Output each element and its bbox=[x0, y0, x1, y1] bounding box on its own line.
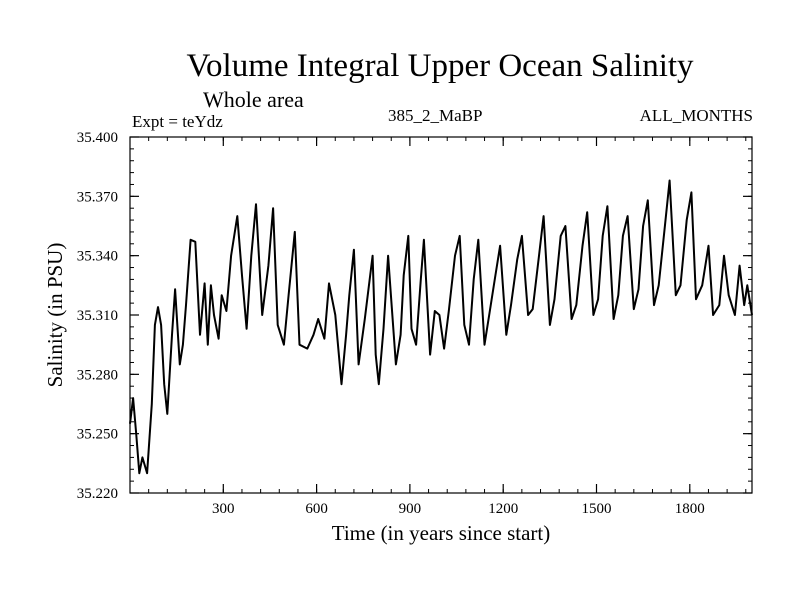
y-tick-label: 35.280 bbox=[77, 367, 118, 383]
x-tick-label: 1800 bbox=[675, 501, 705, 517]
y-tick-label: 35.370 bbox=[77, 189, 118, 205]
experiment-label: Expt = teYdz bbox=[132, 112, 223, 131]
y-axis-label: Salinity (in PSU) bbox=[43, 243, 67, 388]
x-axis: 300 600 900 1200 1500 1800 bbox=[129, 137, 747, 517]
y-axis: 35.220 35.250 35.280 35.310 35.340 35.370 35.4… bbox=[77, 130, 752, 502]
chart-subtitle: Whole area bbox=[203, 87, 304, 112]
y-tick-label: 35.310 bbox=[77, 308, 118, 324]
y-tick-label: 35.400 bbox=[77, 130, 118, 146]
salinity-series-line bbox=[129, 179, 753, 475]
chart-title: Volume Integral Upper Ocean Salinity bbox=[186, 48, 694, 84]
plot-frame bbox=[129, 136, 753, 494]
months-label: ALL_MONTHS bbox=[639, 106, 753, 125]
x-axis-label: Time (in years since start) bbox=[332, 521, 551, 545]
x-tick-label: 600 bbox=[305, 501, 328, 517]
x-tick-label: 300 bbox=[212, 501, 235, 517]
run-label: 385_2_MaBP bbox=[388, 106, 483, 125]
y-tick-label: 35.340 bbox=[77, 249, 118, 265]
x-tick-label: 1500 bbox=[582, 501, 612, 517]
y-tick-label: 35.250 bbox=[77, 427, 118, 443]
x-tick-label: 1200 bbox=[488, 501, 518, 517]
y-tick-label: 35.220 bbox=[77, 486, 118, 502]
x-tick-label: 900 bbox=[399, 501, 422, 517]
